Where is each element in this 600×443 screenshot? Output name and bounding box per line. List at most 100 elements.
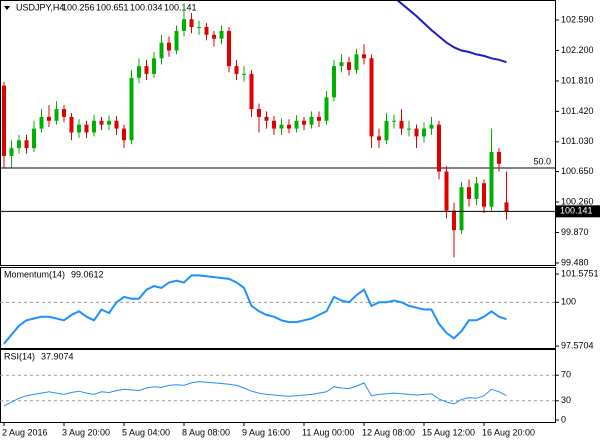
candle-body: [204, 27, 209, 35]
chart-title: USDJPY,H4: [16, 2, 64, 12]
y-tick-label: 99.480: [561, 257, 589, 267]
candle-body: [474, 183, 479, 199]
candle-body: [137, 66, 141, 78]
indicator-name: RSI(14): [4, 351, 35, 361]
candle-body: [369, 58, 374, 137]
candle-body: [294, 120, 299, 129]
candle-body: [287, 124, 291, 129]
candle-body: [174, 30, 179, 51]
candle-body: [347, 62, 351, 70]
candle-body: [489, 152, 494, 207]
candle-body: [92, 120, 96, 133]
price-plot: [0, 1, 555, 258]
candle-body: [377, 136, 381, 141]
candle-body: [182, 19, 186, 31]
indicator-line: [3, 381, 507, 407]
y-tick-label: 99.870: [561, 227, 589, 237]
candle-body: [482, 183, 486, 207]
x-tick-label: 15 Aug 12:00: [422, 427, 475, 437]
candle-body: [107, 120, 111, 125]
candle-body: [39, 116, 44, 129]
candle-body: [219, 30, 224, 39]
pane-frame: [0, 267, 556, 349]
candle-body: [84, 124, 89, 133]
candle-body: [497, 152, 501, 164]
candle-body: [437, 124, 441, 172]
candle-body: [17, 140, 21, 149]
candle-body: [317, 116, 321, 121]
x-tick-label: 5 Aug 04:00: [122, 427, 170, 437]
candle-body: [144, 66, 149, 74]
candle-body: [392, 120, 396, 122]
candle-body: [129, 77, 134, 141]
y-tick-label: 101.030: [561, 136, 594, 146]
y-tick-label: 101.810: [561, 75, 594, 85]
candle-body: [399, 120, 404, 129]
candle-body: [2, 85, 6, 156]
level-label: 50.0: [533, 156, 551, 166]
candle-body: [99, 120, 104, 125]
candle-body: [249, 73, 254, 110]
y-tick-label: 101.420: [561, 106, 594, 116]
candle-body: [414, 128, 419, 137]
candle-body: [69, 116, 74, 133]
candle-body: [302, 120, 306, 125]
candle-body: [452, 210, 456, 231]
candle-body: [407, 128, 411, 130]
x-tick-label: 9 Aug 16:00: [242, 427, 290, 437]
y-tick-label: 70: [561, 370, 571, 380]
candle-body: [24, 140, 29, 149]
price-box-label: 100.141: [560, 206, 593, 216]
x-tick-label: 2 Aug 2016: [2, 427, 48, 437]
header-value: 100.141: [164, 2, 197, 12]
y-tick-label: 97.5704: [561, 340, 594, 350]
candle-body: [257, 109, 261, 117]
y-tick-label: 101.5751: [561, 268, 599, 278]
candle-body: [114, 120, 119, 129]
candle-body: [122, 128, 126, 141]
y-tick-label: 100.650: [561, 166, 594, 176]
indicator-name: Momentum(14): [4, 269, 65, 279]
x-tick-label: 11 Aug 00:00: [302, 427, 354, 437]
candle-body: [324, 97, 329, 121]
candle-body: [234, 66, 239, 74]
candle-body: [264, 116, 269, 121]
candle-body: [362, 54, 366, 59]
candle-body: [422, 128, 426, 137]
y-tick-label: 30: [561, 395, 571, 405]
candle-body: [54, 109, 59, 121]
candle-body: [459, 187, 464, 231]
candle-body: [339, 62, 344, 67]
candle-body: [272, 120, 276, 129]
candle-body: [309, 116, 314, 125]
candle-body: [504, 202, 509, 212]
x-tick-label: 3 Aug 20:00: [62, 427, 110, 437]
candle-body: [429, 124, 434, 129]
indicator-line: [3, 274, 507, 345]
candle-body: [354, 54, 359, 70]
candle-body: [332, 66, 336, 98]
header-value: 100.034: [130, 2, 163, 12]
candle-body: [32, 128, 36, 149]
dropdown-arrow: [4, 6, 10, 10]
y-tick-label: 102.200: [561, 45, 594, 55]
indicator-value: 37.9074: [41, 351, 74, 361]
x-tick-label: 12 Aug 08:00: [362, 427, 415, 437]
y-tick-label: 100: [561, 297, 576, 307]
x-tick-label: 8 Aug 08:00: [182, 427, 230, 437]
y-tick-label: 0: [561, 414, 566, 424]
candle-body: [384, 120, 389, 141]
candle-body: [189, 19, 194, 28]
candle-body: [227, 30, 231, 67]
candle-body: [197, 27, 201, 29]
candle-body: [9, 148, 14, 156]
candle-body: [279, 124, 284, 129]
candle-body: [152, 58, 156, 74]
candle-body: [467, 187, 471, 199]
price-box: [556, 205, 600, 218]
x-tick-label: 16 Aug 20:00: [482, 427, 535, 437]
candle-body: [77, 124, 81, 133]
candle-body: [62, 109, 66, 117]
